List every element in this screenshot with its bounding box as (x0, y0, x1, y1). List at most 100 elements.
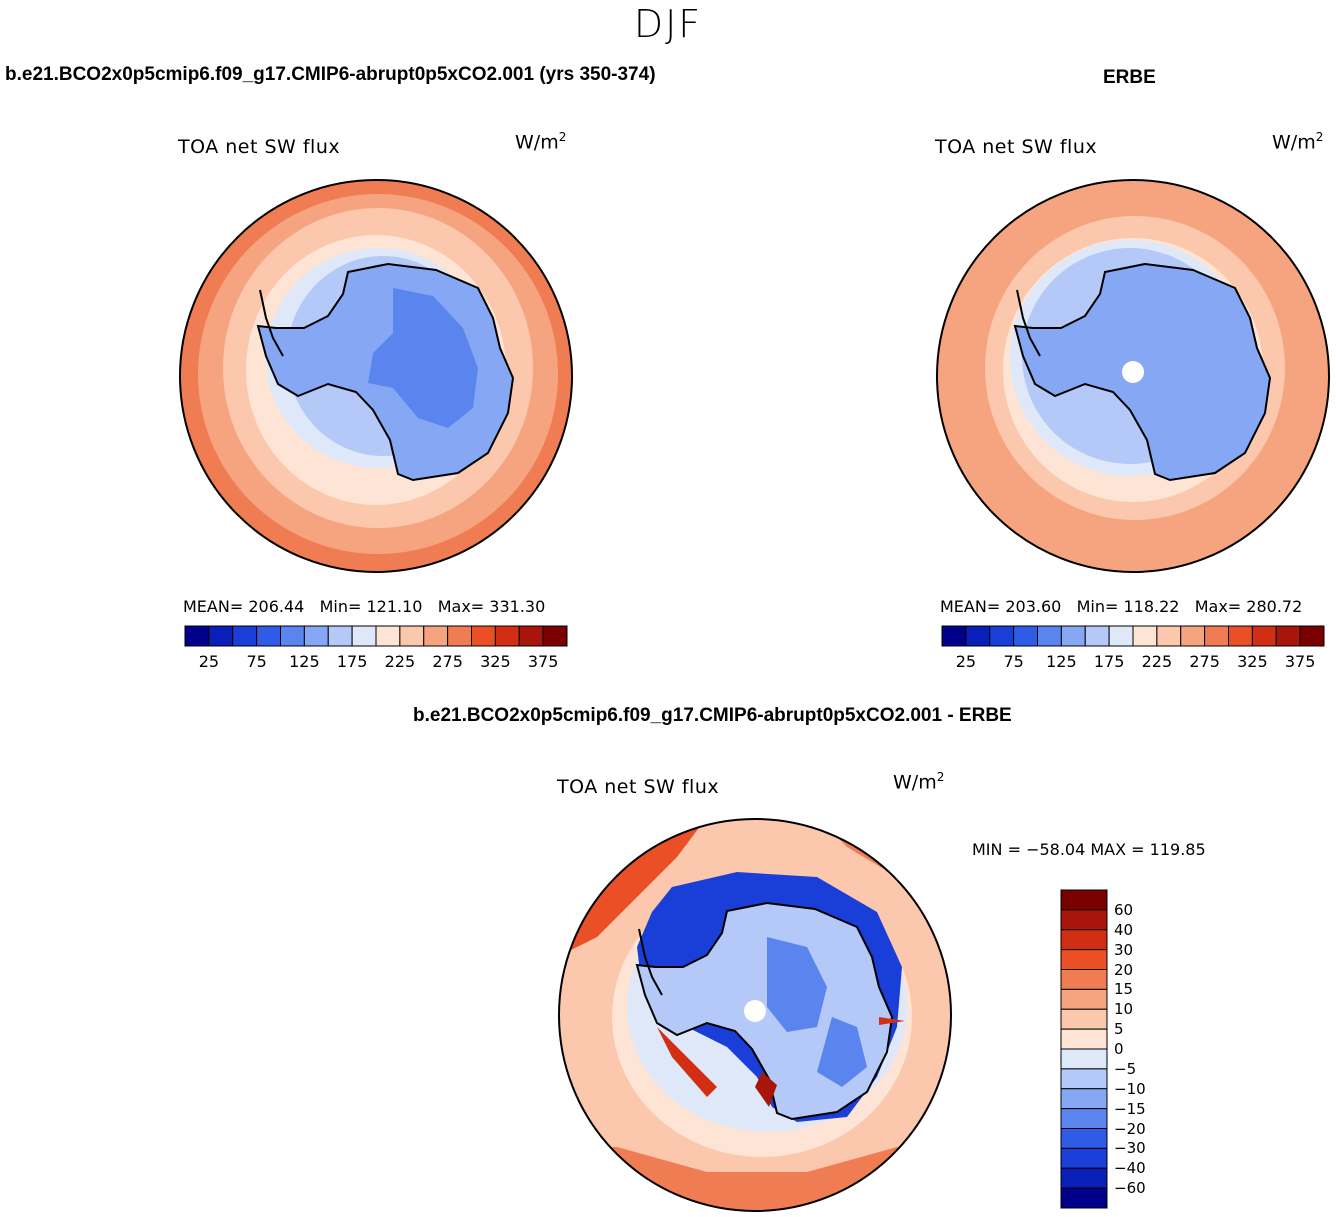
colorbar-tick-label: 175 (336, 652, 368, 671)
colorbar-swatch (1060, 949, 1108, 970)
colorbar-swatch (1060, 1088, 1108, 1110)
colorbar-swatch (447, 625, 472, 647)
colorbar-swatch (1275, 625, 1301, 647)
colorbar-tick-label: 375 (527, 652, 559, 671)
panel3-colorbar (1060, 889, 1108, 1209)
colorbar-swatch (1060, 1147, 1108, 1169)
colorbar-swatch (1204, 625, 1229, 647)
colorbar-tick-label: −20 (1114, 1119, 1146, 1138)
panel2-missing-data (1122, 361, 1144, 383)
colorbar-tick-label: 375 (1284, 652, 1316, 671)
colorbar-swatch (303, 625, 329, 647)
panel2-map (936, 179, 1330, 573)
panel1-map-border (179, 179, 573, 573)
colorbar-tick-label: −15 (1114, 1099, 1146, 1118)
colorbar-tick-label: 125 (289, 652, 320, 671)
colorbar-swatch (1299, 625, 1325, 647)
colorbar-swatch (1084, 625, 1110, 647)
colorbar-swatch (184, 625, 210, 647)
colorbar-swatch (1060, 1028, 1108, 1050)
colorbar-swatch (1108, 625, 1134, 647)
colorbar-swatch (471, 625, 496, 647)
season-title: DJF (633, 2, 703, 46)
colorbar-tick-label: 225 (384, 652, 416, 671)
colorbar-swatch (1060, 1048, 1108, 1070)
panel3-peninsula-red (657, 1027, 717, 1097)
panel3-units: W/m2 (893, 770, 945, 794)
colorbar-swatch (989, 625, 1015, 647)
colorbar-swatch (280, 625, 305, 647)
colorbar-tick-label: 10 (1114, 1000, 1134, 1019)
colorbar-swatch (1060, 1128, 1108, 1149)
colorbar-swatch (399, 625, 425, 647)
panel1-units: W/m2 (515, 130, 567, 154)
colorbar-tick-label: 325 (480, 652, 511, 671)
panel1-colorbar-ticks: 25 75 125 175 225 275 325 375 (185, 652, 567, 672)
colorbar-tick-label: 0 (1114, 1040, 1124, 1058)
panel1-peninsula (259, 289, 284, 357)
colorbar-swatch (232, 625, 258, 647)
colorbar-swatch (1228, 625, 1253, 647)
panel2-map-border (936, 179, 1330, 573)
colorbar-swatch (965, 625, 991, 647)
colorbar-tick-label: 25 (198, 652, 220, 671)
panel3-red-spike (755, 1072, 777, 1107)
colorbar-swatch (1060, 1008, 1108, 1030)
panel3-missing-data (744, 1000, 766, 1022)
colorbar-swatch (1060, 889, 1108, 911)
colorbar-swatch (256, 625, 281, 647)
panel1-map (179, 179, 573, 573)
colorbar-swatch (518, 625, 544, 647)
colorbar-swatch (1180, 625, 1206, 647)
colorbar-swatch (1060, 969, 1108, 990)
panel3-stats: MIN = −58.04 MAX = 119.85 (972, 840, 1206, 859)
panel1-continent-core (368, 288, 478, 428)
panel3-colorbar-ticks: 60 40 30 20 15 10 5 0 −5 −10 −15 −20 −30 −40 −60 (1114, 890, 1174, 1208)
colorbar-tick-label: −60 (1114, 1179, 1146, 1198)
panel2-units: W/m2 (1272, 130, 1324, 154)
panel1-stats: MEAN= 206.44 Min= 121.10 Max= 331.30 (183, 597, 546, 616)
panel3-red-spike-east (879, 1017, 905, 1025)
colorbar-tick-label: 275 (1189, 652, 1220, 671)
colorbar-tick-label: 125 (1046, 652, 1077, 671)
panel2-peninsula (1016, 289, 1041, 357)
colorbar-tick-label: 25 (955, 652, 977, 671)
panel1-colorbar (184, 625, 568, 647)
panel1-case-title: b.e21.BCO2x0p5cmip6.f09_g17.CMIP6-abrupt… (5, 64, 656, 85)
colorbar-tick-label: 15 (1114, 980, 1134, 999)
colorbar-swatch (1060, 1167, 1108, 1189)
colorbar-swatch (1060, 1187, 1108, 1209)
panel3-case-title: b.e21.BCO2x0p5cmip6.f09_g17.CMIP6-abrupt… (413, 705, 1012, 726)
panel1-var-title: TOA net SW flux (178, 136, 341, 158)
colorbar-swatch (1156, 625, 1182, 647)
panel3-map-border (558, 818, 952, 1212)
colorbar-tick-label: 5 (1114, 1020, 1124, 1039)
colorbar-swatch (1060, 625, 1086, 647)
colorbar-tick-label: 40 (1114, 920, 1134, 939)
colorbar-swatch (542, 625, 568, 647)
colorbar-tick-label: 20 (1114, 960, 1134, 979)
colorbar-swatch (1013, 625, 1038, 647)
panel2-var-title: TOA net SW flux (935, 136, 1098, 158)
colorbar-swatch (1251, 625, 1277, 647)
colorbar-swatch (351, 625, 377, 647)
colorbar-swatch (1060, 1068, 1108, 1090)
panel2-colorbar (941, 625, 1325, 647)
panel3-peninsula (638, 928, 663, 996)
panel3-var-title: TOA net SW flux (557, 776, 720, 798)
colorbar-swatch (1060, 988, 1108, 1010)
colorbar-tick-label: 175 (1093, 652, 1125, 671)
colorbar-swatch (1037, 625, 1062, 647)
colorbar-swatch (494, 625, 520, 647)
colorbar-tick-label: 30 (1114, 940, 1134, 959)
colorbar-tick-label: 275 (432, 652, 463, 671)
panel3-blue-patches (767, 937, 867, 1087)
colorbar-swatch (375, 625, 401, 647)
panel3-map (558, 818, 952, 1212)
colorbar-tick-label: 75 (1003, 652, 1024, 671)
colorbar-swatch (1060, 929, 1108, 951)
colorbar-swatch (941, 625, 967, 647)
colorbar-tick-label: 225 (1141, 652, 1173, 671)
colorbar-tick-label: 60 (1114, 900, 1134, 919)
colorbar-tick-label: −10 (1114, 1079, 1146, 1098)
